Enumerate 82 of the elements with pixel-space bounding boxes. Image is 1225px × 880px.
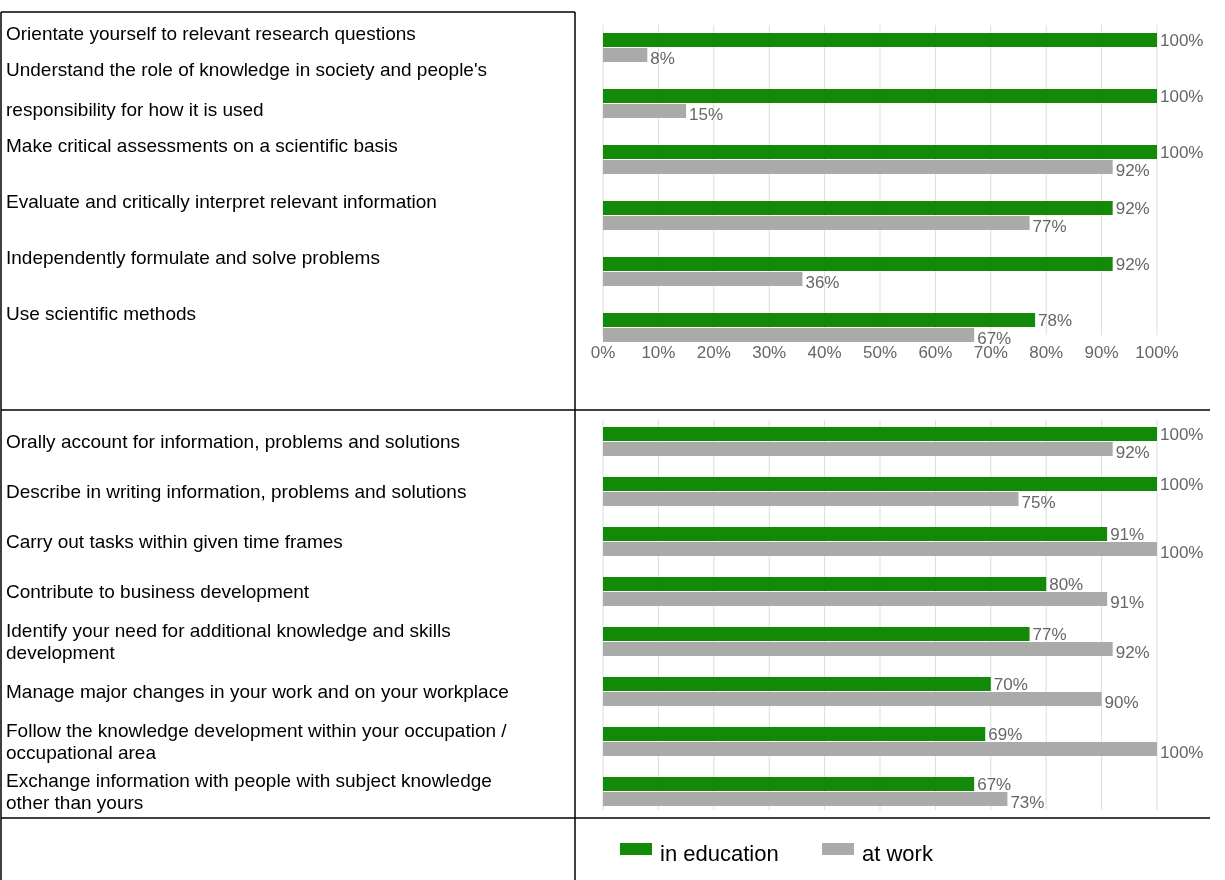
data-label: 8% [650, 49, 675, 68]
bar [603, 592, 1108, 606]
data-label: 77% [1032, 217, 1067, 236]
y-tick-label: Identify your need for additional knowledge and skills development [6, 620, 451, 663]
data-label: 91% [1110, 593, 1145, 612]
x-tick-label: 0% [590, 343, 616, 362]
y-tick-label: Contribute to business development [6, 581, 310, 602]
data-label: 75% [1021, 493, 1056, 512]
data-label: 92% [1115, 199, 1150, 218]
bar [603, 442, 1113, 456]
x-tick-label: 30% [752, 343, 787, 362]
bar [603, 201, 1113, 215]
bar [603, 527, 1108, 541]
legend-label: in education [660, 841, 779, 866]
data-label: 100% [1160, 31, 1204, 50]
data-label: 92% [1115, 161, 1150, 180]
data-label: 36% [805, 273, 840, 292]
data-label: 67% [977, 775, 1012, 794]
x-tick-label: 60% [918, 343, 953, 362]
data-label: 92% [1115, 643, 1150, 662]
x-tick-label: 70% [973, 343, 1008, 362]
data-label: 80% [1049, 575, 1084, 594]
bar [603, 477, 1157, 491]
bar [603, 257, 1113, 271]
bar [603, 777, 975, 791]
y-tick-label: Make critical assessments on a scientific basis [6, 135, 398, 156]
x-tick-label: 20% [696, 343, 731, 362]
y-tick-label: Describe in writing information, problems and solutions [6, 481, 467, 502]
x-tick-label: 80% [1029, 343, 1064, 362]
y-tick-label: Carry out tasks within given time frames [6, 531, 343, 552]
bar [603, 328, 975, 342]
bar [603, 272, 803, 286]
x-tick-label: 40% [807, 343, 842, 362]
bar [603, 742, 1157, 756]
y-tick-label: Use scientific methods [6, 303, 197, 324]
bar [603, 642, 1113, 656]
bar [603, 542, 1157, 556]
y-tick-label: Follow the knowledge development within your occupation / occupational area [6, 720, 508, 763]
data-label: 100% [1160, 743, 1204, 762]
x-tick-label: 50% [862, 343, 898, 362]
bar [603, 160, 1113, 174]
bar [603, 145, 1157, 159]
data-label: 91% [1110, 525, 1145, 544]
data-label: 78% [1038, 311, 1073, 330]
bar [603, 313, 1036, 327]
y-tick-label: Exchange information with people with subject knowledge other than yours [6, 770, 492, 813]
data-label: 100% [1160, 87, 1204, 106]
bar [603, 427, 1157, 441]
y-tick-label: Evaluate and critically interpret relevant information [6, 191, 437, 212]
bar [603, 727, 986, 741]
data-label: 100% [1160, 543, 1204, 562]
x-tick-label: 90% [1084, 343, 1119, 362]
bar [603, 627, 1030, 641]
data-label: 73% [1010, 793, 1045, 812]
y-tick-label: Manage major changes in your work and on your workplace [6, 681, 509, 702]
bar [603, 792, 1008, 806]
data-label: 77% [1032, 625, 1067, 644]
y-tick-label: Independently formulate and solve problems [6, 247, 380, 268]
bar [603, 492, 1019, 506]
x-tick-label: 10% [641, 343, 676, 362]
bar [603, 48, 648, 62]
bar [603, 577, 1047, 591]
y-tick-label: Orientate yourself to relevant research questions [6, 23, 416, 44]
bar [603, 216, 1030, 230]
data-label: 92% [1115, 443, 1150, 462]
bar [603, 677, 991, 691]
bar [603, 33, 1157, 47]
bar [603, 692, 1102, 706]
data-label: 100% [1160, 425, 1204, 444]
data-label: 70% [993, 675, 1028, 694]
y-tick-label: Orally account for information, problems and solutions [6, 431, 461, 452]
bar [603, 89, 1157, 103]
x-tick-label: 100% [1135, 343, 1179, 362]
data-label: 92% [1115, 255, 1150, 274]
data-label: 100% [1160, 475, 1204, 494]
y-tick-label: Understand the role of knowledge in society and people's responsibility for how it is used [6, 59, 488, 120]
data-label: 15% [689, 105, 724, 124]
data-label: 90% [1104, 693, 1139, 712]
legend-label: at work [862, 841, 934, 866]
data-label: 100% [1160, 143, 1204, 162]
data-label: 69% [988, 725, 1023, 744]
bar [603, 104, 687, 118]
